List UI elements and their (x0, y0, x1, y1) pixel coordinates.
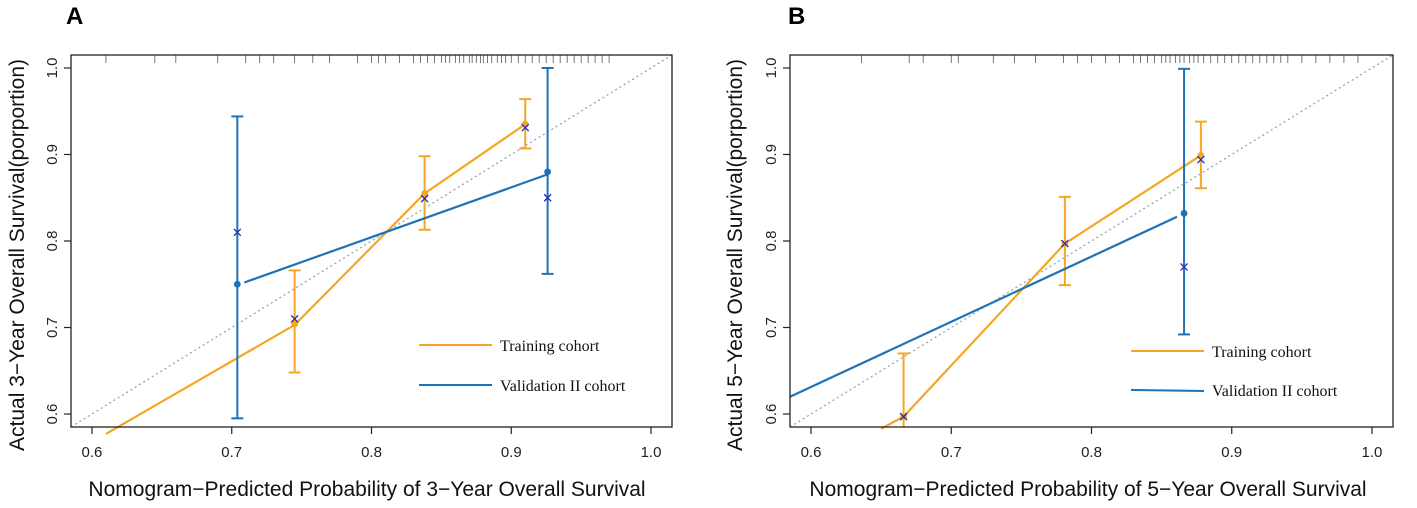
panel-a-training-point (521, 120, 529, 128)
panel-b-y-tick-label: 0.6 (763, 404, 780, 425)
panel-b-validation-observed-cross (1180, 262, 1189, 271)
panel-b-training-point (1197, 151, 1205, 159)
panel-a-y-tick-label: 0.8 (44, 231, 61, 252)
panel-a-y-tick-label: 0.9 (44, 144, 61, 165)
panel-a-legend-validation-label: Validation II cohort (500, 378, 626, 395)
panel-a-rug (105, 55, 610, 63)
panel-b-legend-training-label: Training cohort (1212, 344, 1312, 361)
panel-b-y-tick-label: 1.0 (763, 58, 780, 79)
panel-b-y-tick-label: 0.9 (763, 144, 780, 165)
panel-a-x-axis: 0.6 0.7 0.8 0.9 1.0 (82, 427, 662, 461)
panel-a-training-observed-cross (521, 123, 530, 132)
panel-a-validation-observed-cross (543, 193, 552, 202)
panel-a-label: A (66, 3, 83, 30)
panel-b-legend-validation-swatch (1130, 389, 1205, 392)
panel-b-legend-validation-label: Validation II cohort (1212, 383, 1338, 400)
panel-a-series (105, 66, 554, 435)
panel-a-y-tick-label: 0.7 (44, 317, 61, 338)
panel-b-legend: Training cohort Validation II cohort (1130, 344, 1338, 400)
panel-a-ideal-diagonal (70, 54, 673, 428)
panel-b-series (789, 67, 1207, 430)
panel-b-y-axis: 0.6 0.7 0.8 0.9 1.0 (763, 58, 790, 425)
panel-a-y-axis-title: Actual 3−Year Overall Survival(porportio… (6, 59, 29, 451)
panel-a-validation-observed-cross (233, 228, 242, 237)
panel-b-x-axis-title: Nomogram−Predicted Probability of 5−Year… (809, 478, 1366, 501)
panel-b-x-axis: 0.6 0.7 0.8 0.9 1.0 (801, 427, 1383, 461)
panel-b-training-line (880, 154, 1202, 430)
panel-b-y-axis-title: Actual 5−Year Overall Survival(porportio… (724, 59, 747, 451)
panel-b-x-tick-label: 0.6 (801, 444, 822, 461)
panel-b-training-observed-cross (899, 412, 908, 421)
panel-a-training-point (421, 190, 429, 197)
panel-b-validation-line (789, 215, 1178, 398)
panel-b-x-tick-label: 0.9 (1221, 444, 1242, 461)
panel-a-training-point (291, 320, 299, 328)
panel-a-training-observed-cross (290, 314, 299, 323)
panel-a-legend-training-label: Training cohort (500, 338, 600, 355)
panel-a-y-tick-label: 0.6 (44, 404, 61, 425)
panel-b-x-tick-label: 0.7 (941, 444, 962, 461)
panel-b-x-tick-label: 0.8 (1081, 444, 1102, 461)
panel-a-validation-point (233, 280, 241, 288)
panel-b-label: B (788, 3, 805, 30)
panel-b-training-observed-cross (1060, 239, 1069, 248)
panel-a-y-tick-label: 1.0 (44, 58, 61, 79)
panel-b-calibration-plot: B 0.6 0.7 0.8 0.9 1.0 0.6 0.7 0.8 0.9 1.0 Nomogr… (724, 3, 1394, 501)
panel-a-training-line (105, 123, 526, 435)
panel-b-y-tick-label: 0.7 (763, 317, 780, 338)
panel-a-legend: Training cohort Validation II cohort (419, 338, 626, 395)
panel-a-x-tick-label: 0.9 (501, 444, 522, 461)
panel-a-x-tick-label: 0.7 (221, 444, 242, 461)
panel-a-calibration-plot: A 0.6 0.7 0.8 0.9 1.0 0.6 0.7 0.8 0.9 1.0 Nomogr… (6, 3, 673, 501)
panel-a-y-axis: 0.6 0.7 0.8 0.9 1.0 (44, 58, 71, 425)
panel-b-y-tick-label: 0.8 (763, 231, 780, 252)
panel-a-x-tick-label: 1.0 (641, 444, 662, 461)
panel-a-x-tick-label: 0.6 (82, 444, 103, 461)
panel-b-validation-point (1180, 209, 1188, 217)
panel-a-training-observed-cross (420, 194, 429, 203)
panel-a-validation-line (243, 173, 548, 284)
panel-a-validation-point (544, 168, 552, 176)
panel-b-rug (861, 55, 1359, 63)
panel-b-x-tick-label: 1.0 (1362, 444, 1383, 461)
panel-a-x-axis-title: Nomogram−Predicted Probability of 3−Year… (88, 478, 645, 501)
panel-b-training-observed-cross (1196, 155, 1205, 164)
panel-a-x-tick-label: 0.8 (361, 444, 382, 461)
panel-b-ideal-diagonal (789, 54, 1394, 428)
